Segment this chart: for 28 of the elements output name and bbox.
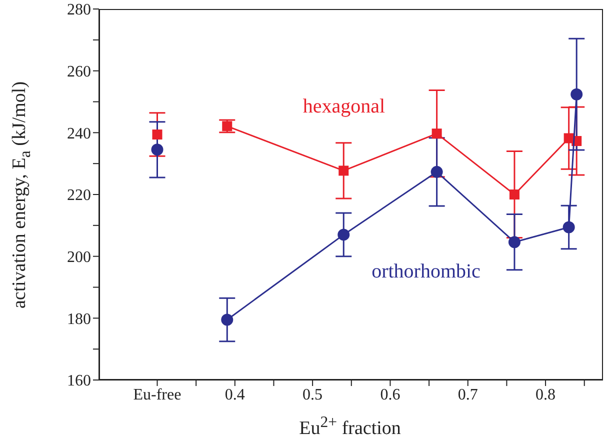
point <box>570 88 583 100</box>
series-label: hexagonal <box>302 96 386 118</box>
point <box>338 228 350 241</box>
x-tick-label: 0.4 <box>224 386 245 404</box>
point <box>152 130 162 140</box>
point <box>430 166 443 178</box>
point <box>222 121 232 132</box>
x-axis-title: Eu$^{2+}$ fraction <box>299 414 401 440</box>
x-tick-label: 0.6 <box>380 386 400 404</box>
point <box>432 128 442 139</box>
series-label: orthorhombic <box>372 260 480 284</box>
x-tick-label: Eu-free <box>133 386 182 404</box>
y-tick-label: 180 <box>67 310 91 328</box>
y-tick-label: 160 <box>67 372 91 390</box>
y-tick-label: 260 <box>67 64 91 81</box>
point <box>562 221 575 234</box>
x-tick-label: 0.5 <box>302 386 323 404</box>
x-tick-label: 0.8 <box>536 386 556 404</box>
y-tick-label: 280 <box>67 2 91 19</box>
point <box>509 190 520 200</box>
point <box>508 236 520 248</box>
point <box>338 166 349 176</box>
x-tick-label: 0.7 <box>458 386 478 404</box>
point <box>151 144 164 156</box>
point <box>221 314 234 326</box>
y-tick-label: 240 <box>67 125 91 142</box>
y-tick-label: 200 <box>67 249 91 266</box>
y-tick-label: 220 <box>67 187 91 204</box>
